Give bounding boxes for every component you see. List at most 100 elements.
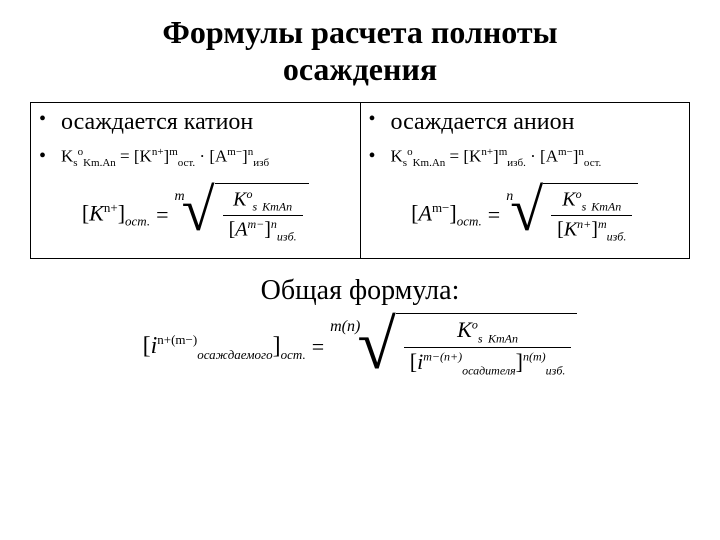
fraction: Kos KmAn [im−(n+)осадителя]n(m)изб.	[404, 316, 572, 380]
t: [A	[540, 146, 558, 165]
t: KmAn	[262, 199, 292, 213]
t: KmAn	[488, 331, 518, 345]
general-formula: [in+(m−)осаждаемого]ост. = m(n) √ Kos Km…	[30, 313, 690, 382]
t: изб.	[277, 230, 297, 244]
general-lhs: [in+(m−)осаждаемого]ост.	[143, 332, 306, 363]
t: изб	[253, 157, 269, 169]
t: n+	[481, 146, 493, 158]
fraction: Kos KmAn [Am−]nизб.	[223, 186, 303, 246]
t: A	[418, 201, 431, 226]
bullet-icon: •	[39, 109, 61, 129]
t: K	[391, 146, 403, 165]
denominator: [Am−]nизб.	[223, 215, 303, 246]
denominator: [im−(n+)осадителя]n(m)изб.	[404, 347, 572, 379]
right-root-formula: [Am−]ост. = n √ Kos KmAn [Kn+]mизб.	[369, 183, 682, 248]
t: m	[499, 146, 508, 158]
t: осадителя	[462, 364, 516, 378]
t: изб.	[607, 230, 627, 244]
t: [	[143, 333, 151, 359]
t: K	[564, 219, 577, 241]
t: [A	[209, 146, 227, 165]
t: ост.	[125, 214, 150, 229]
t: KmAn	[591, 199, 621, 213]
radicand: Kos KmAn [im−(n+)осадителя]n(m)изб.	[396, 313, 578, 382]
right-heading: осаждается анион	[391, 109, 575, 136]
t: ]	[516, 349, 523, 374]
t: A	[235, 219, 247, 241]
right-column: • осаждается анион • KsoKm.An = [Kn+]mиз…	[361, 102, 691, 259]
left-heading: осаждается катион	[61, 109, 253, 136]
bullet-icon: •	[39, 146, 61, 166]
left-root-formula: [Kn+]ост. = m √ Kos KmAn [Am−]nизб.	[39, 183, 352, 248]
t: изб.	[507, 157, 526, 169]
t: ]	[118, 201, 125, 226]
t: m	[169, 146, 178, 158]
columns: • осаждается катион • KsoKm.An = [Kn+]mо…	[30, 102, 690, 259]
left-heading-row: • осаждается катион	[39, 109, 352, 142]
t: изб.	[546, 364, 566, 378]
t: m−(n+)	[423, 350, 462, 364]
numerator: Kos KmAn	[227, 186, 298, 216]
page-title: Формулы расчета полноты осаждения	[30, 14, 690, 88]
title-line1: Формулы расчета полноты	[162, 14, 557, 50]
t: s	[252, 199, 257, 213]
t: m	[598, 217, 607, 231]
t: n+(m−)	[157, 332, 197, 347]
t: =	[445, 146, 463, 165]
t: s	[478, 331, 483, 345]
t: s	[403, 157, 407, 169]
t: m−	[432, 200, 449, 215]
left-ks-equation: KsoKm.An = [Kn+]mост. · [Am−]nизб	[61, 146, 269, 169]
radical: √ Kos KmAn [Kn+]mизб.	[510, 183, 638, 248]
t: ·	[526, 146, 540, 165]
right-ks-row: • KsoKm.An = [Kn+]mизб. · [Am−]nост.	[369, 146, 682, 169]
t: ]	[591, 219, 598, 241]
t: n(m)	[523, 350, 546, 364]
radical: √ Kos KmAn [im−(n+)осадителя]n(m)изб.	[357, 313, 577, 382]
t: ·	[195, 146, 209, 165]
t: Km.An	[413, 157, 446, 169]
t: K	[233, 188, 246, 210]
radical-icon: √	[182, 189, 215, 231]
right-lhs: [Am−]ост.	[411, 200, 482, 230]
t: [K	[463, 146, 481, 165]
t: K	[61, 146, 73, 165]
t: m−	[227, 146, 242, 158]
numerator: Kos KmAn	[451, 316, 524, 347]
t: Km.An	[83, 157, 116, 169]
radicand: Kos KmAn [Kn+]mизб.	[543, 183, 638, 248]
t: ост.	[457, 214, 482, 229]
t: ]	[449, 201, 456, 226]
t: n+	[104, 200, 118, 215]
t: [	[410, 349, 417, 374]
fraction: Kos KmAn [Kn+]mизб.	[551, 186, 632, 246]
numerator: Kos KmAn	[556, 186, 627, 216]
radical-icon: √	[357, 321, 395, 370]
equals: =	[488, 202, 500, 228]
bullet-icon: •	[369, 109, 391, 129]
equals: =	[312, 334, 324, 360]
t: K	[457, 317, 472, 342]
t: K	[562, 188, 575, 210]
t: ост.	[281, 347, 306, 362]
t: n+	[577, 217, 591, 231]
t: o	[472, 318, 478, 332]
t: [	[557, 219, 564, 241]
t: s	[73, 157, 77, 169]
radicand: Kos KmAn [Am−]nизб.	[215, 183, 309, 248]
left-lhs: [Kn+]ост.	[82, 200, 150, 230]
t: =	[116, 146, 134, 165]
t: s	[582, 199, 587, 213]
t: ]	[264, 219, 271, 241]
root-index: m(n)	[330, 318, 360, 336]
t: ост.	[178, 157, 195, 169]
t: [K	[134, 146, 152, 165]
denominator: [Kn+]mизб.	[551, 215, 632, 246]
t: n+	[152, 146, 164, 158]
slide: Формулы расчета полноты осаждения • осаж…	[0, 0, 720, 392]
t: осаждаемого	[197, 347, 272, 362]
equals: =	[156, 202, 168, 228]
bullet-icon: •	[369, 146, 391, 166]
t: K	[89, 201, 104, 226]
t: m−	[558, 146, 573, 158]
